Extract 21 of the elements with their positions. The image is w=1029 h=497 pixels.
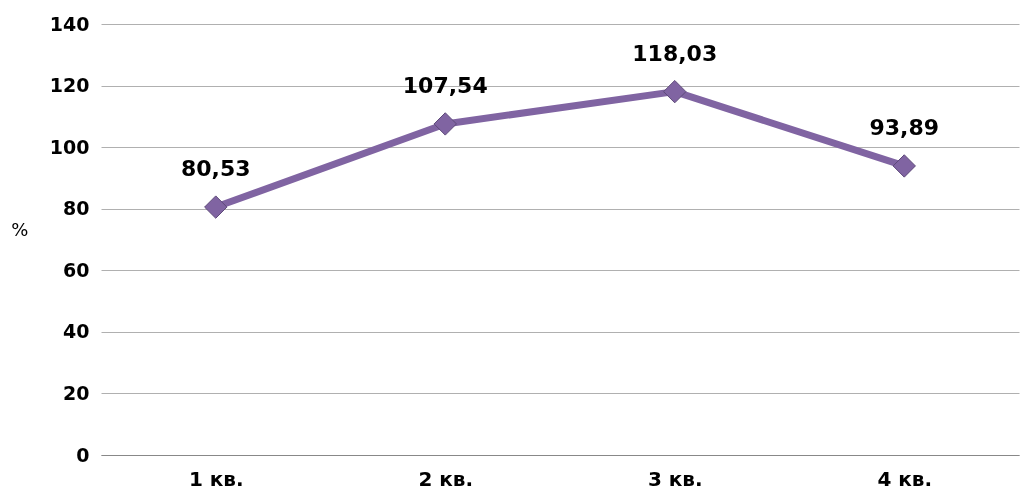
point <box>892 154 916 178</box>
y-tick-label: 40 <box>63 320 90 343</box>
y-tick-label: 20 <box>63 381 90 404</box>
x-tick-label: 4 кв. <box>877 466 933 491</box>
data-label: 80,53 <box>180 156 251 182</box>
point <box>663 79 687 104</box>
data-label: 118,03 <box>632 40 718 66</box>
point <box>433 112 457 136</box>
y-axis-title: % <box>11 219 29 240</box>
y-tick-label: 100 <box>49 135 90 158</box>
y-tick-label: 0 <box>76 443 90 466</box>
y-tick-label: 140 <box>49 12 90 35</box>
y-tick-label: 120 <box>49 74 90 97</box>
x-tick-label: 3 кв. <box>647 466 703 491</box>
point <box>204 195 228 219</box>
y-tick-label: 60 <box>63 258 90 281</box>
data-label: 93,89 <box>869 114 940 140</box>
x-tick-label: 1 кв. <box>188 466 244 491</box>
y-tick-label: 80 <box>63 197 90 220</box>
x-tick-label: 2 кв. <box>418 466 474 491</box>
data-label: 107,54 <box>402 72 488 98</box>
